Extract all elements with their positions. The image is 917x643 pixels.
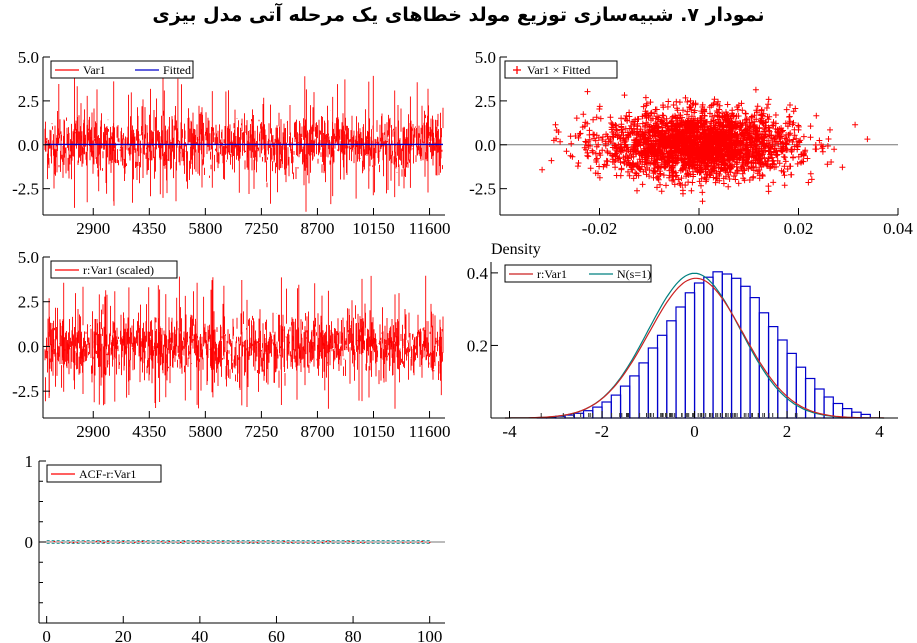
r-var1-scaled--series: [44, 275, 444, 409]
histogram-bar: [777, 339, 788, 419]
histogram-bar: [666, 320, 677, 419]
x-tick-label: 0: [690, 422, 699, 441]
histogram-bar: [703, 276, 714, 419]
y-tick-label: 0.0: [475, 136, 496, 155]
histogram-bar: [684, 292, 696, 419]
histogram-bar: [740, 285, 751, 419]
histogram-bar: [721, 273, 733, 419]
panel-density: 0.4 0.2 -4 -2 0 2 4 Density r:Var1 N(s=1): [467, 241, 898, 441]
x-tick-label: 10150: [352, 219, 395, 238]
y-tick-label: 0.0: [18, 136, 39, 155]
y-tick-label: 1: [25, 452, 34, 471]
histogram-bar: [795, 366, 807, 419]
histogram-bar: [629, 375, 640, 419]
legend-box: [50, 260, 178, 279]
x-tick-label: 4350: [132, 219, 166, 238]
y-axis-label: Density: [491, 241, 541, 258]
histogram-bar: [786, 352, 797, 419]
x-tick-label: 8700: [300, 219, 334, 238]
legend-entry: ACF-r:Var1: [79, 467, 136, 481]
x-tick-label: 7250: [244, 219, 278, 238]
legend-entry: r:Var1 (scaled): [83, 263, 154, 277]
y-tick-label: 0.4: [467, 264, 489, 283]
x-tick-label: 5800: [188, 219, 222, 238]
histogram-bar: [647, 347, 659, 419]
panel-scatter: 5.0 2.5 0.0 -2.5 -0.02 0.00 0.02 0.04 Var1 × Fit…: [469, 48, 913, 238]
x-tick-label: 60: [268, 627, 285, 643]
x-tick-label: 7250: [244, 422, 278, 441]
x-tick-label: 0.04: [883, 219, 913, 238]
density-curve: [504, 277, 885, 419]
y-tick-label: 0.0: [18, 337, 39, 356]
x-tick-label: 0.00: [684, 219, 714, 238]
y-tick-label: 0: [25, 533, 34, 552]
x-tick-label: 8700: [300, 422, 334, 441]
x-tick-label: 4: [875, 422, 884, 441]
x-tick-label: 4350: [132, 422, 166, 441]
x-tick-label: 20: [115, 627, 132, 643]
y-tick-label: 2.5: [475, 92, 496, 111]
histogram-bar: [582, 410, 594, 419]
x-tick-label: -2: [595, 422, 609, 441]
histogram-bar: [592, 406, 603, 419]
x-tick-label: 5800: [188, 422, 222, 441]
y-tick-label: 5.0: [18, 248, 39, 267]
y-tick-label: 2.5: [18, 293, 39, 312]
x-tick-label: 11600: [409, 422, 451, 441]
x-tick-label: 2900: [76, 219, 110, 238]
panel-var1-fitted: 5.0 2.5 0.0 -2.5 2900 4350 5800 7250 8700 10150 11…: [12, 48, 450, 238]
panel-residuals: 5.0 2.5 0.0 -2.5 2900 4350 5800 7250 8700 10150 11…: [12, 248, 450, 441]
x-tick-label: 40: [191, 627, 208, 643]
histogram-bar: [730, 277, 742, 419]
legend-box: [504, 60, 618, 79]
histogram-bar: [712, 271, 723, 419]
x-tick-label: 80: [345, 627, 362, 643]
x-tick-label: -4: [502, 422, 517, 441]
x-tick-label: 10150: [352, 422, 395, 441]
x-tick-label: 0.02: [784, 219, 814, 238]
legend-entry: r:Var1: [537, 267, 567, 281]
page-title: نمودار ۷. شبیه‌سازی توزیع مولد خطاهای یک…: [152, 4, 765, 26]
histogram-bar: [767, 326, 779, 419]
x-tick-label: -0.02: [582, 219, 617, 238]
legend-box: [50, 60, 194, 79]
y-tick-label: -2.5: [12, 180, 39, 199]
x-tick-label: 2900: [76, 422, 110, 441]
y-tick-label: -2.5: [469, 180, 496, 199]
x-tick-label: 11600: [409, 219, 451, 238]
legend-entry: Var1 × Fitted: [527, 63, 590, 77]
legend-entry: Fitted: [163, 63, 191, 77]
y-tick-label: -2.5: [12, 382, 39, 401]
histogram-bar: [573, 412, 585, 419]
histogram-bar: [749, 297, 760, 419]
y-tick-label: 5.0: [475, 48, 496, 67]
y-tick-label: 2.5: [18, 92, 39, 111]
histogram-bar: [693, 282, 705, 419]
histogram-bar: [638, 362, 649, 419]
y-tick-label: 5.0: [18, 48, 39, 67]
x-tick-label: 100: [417, 627, 443, 643]
legend-box: [504, 264, 652, 283]
legend-entry: N(s=1): [617, 267, 651, 281]
histogram-bar: [601, 401, 612, 419]
y-tick-label: 0.2: [467, 336, 488, 355]
histogram-bar: [675, 306, 686, 419]
legend-box: [46, 464, 162, 483]
x-tick-label: 2: [783, 422, 792, 441]
scatter-points: [539, 86, 871, 205]
histogram-bar: [656, 334, 668, 419]
legend-entry: Var1: [83, 63, 106, 77]
rug-marks: [540, 413, 798, 417]
x-tick-label: 0: [42, 627, 51, 643]
